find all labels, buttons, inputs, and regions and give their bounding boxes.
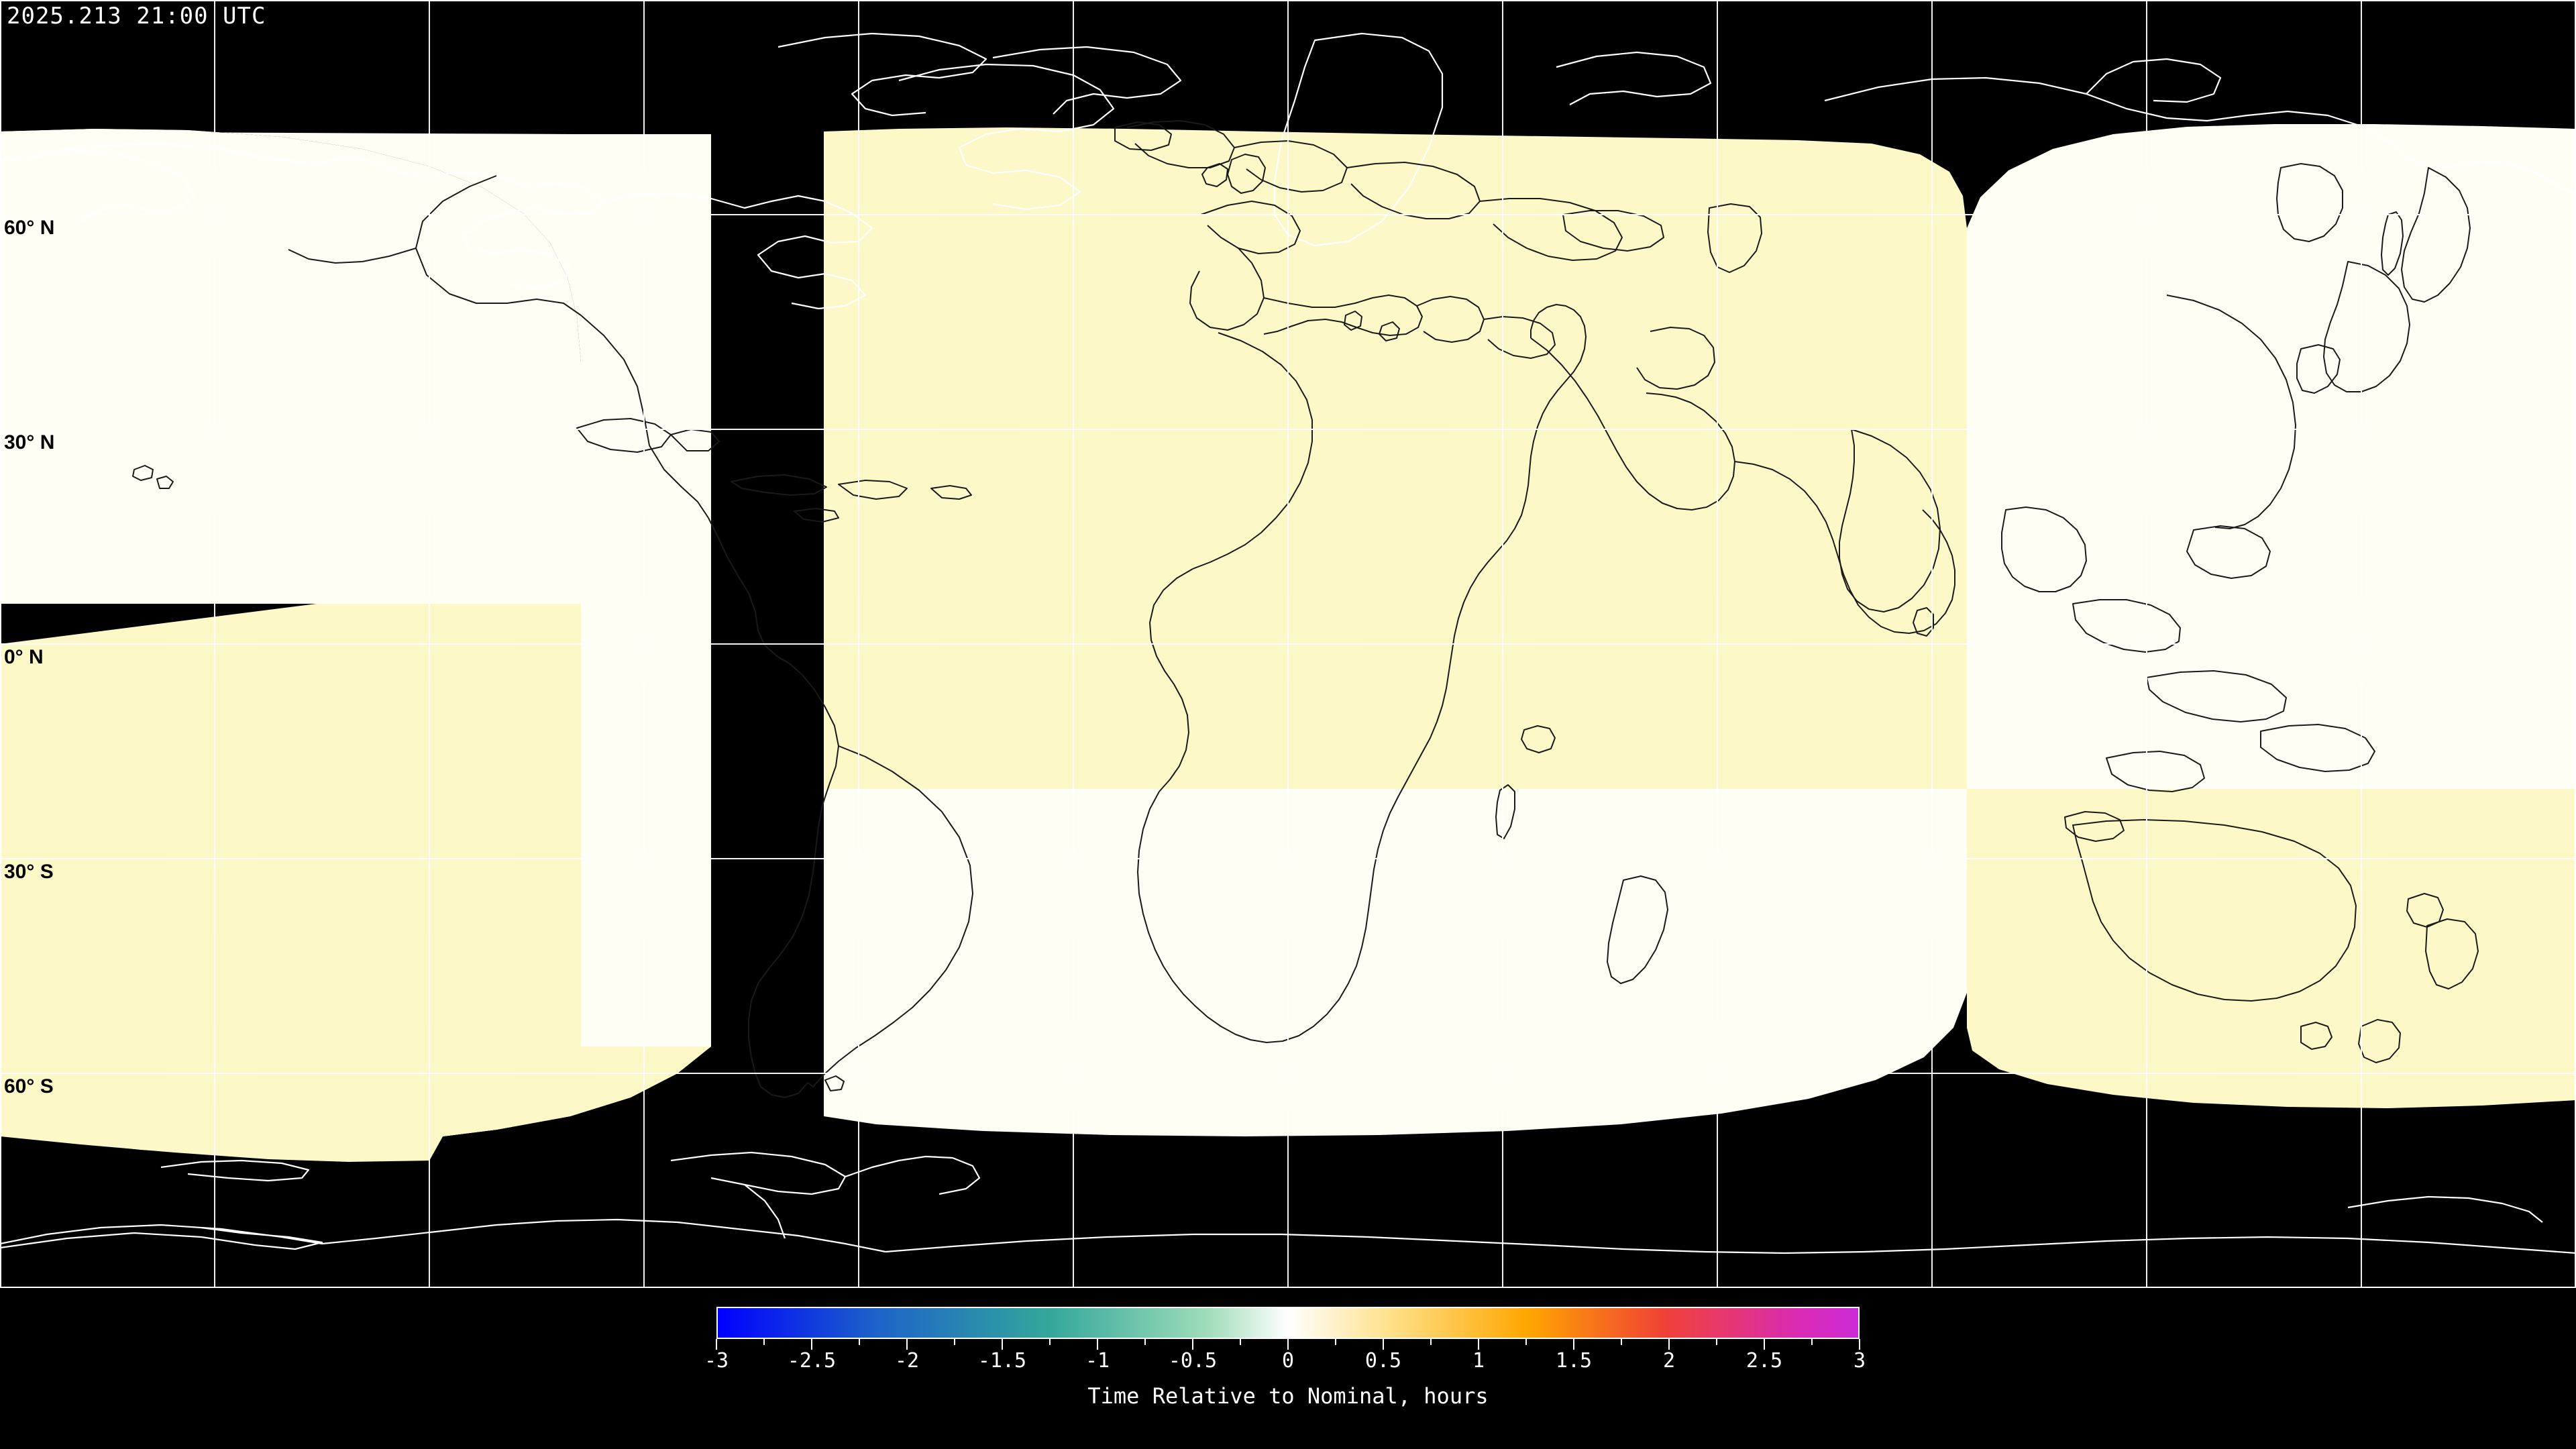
colorbar-tick (1383, 1339, 1384, 1350)
lat-label-0n: 0° N (4, 646, 44, 668)
colorbar-tick (1811, 1339, 1813, 1345)
swath-white-americas (0, 129, 711, 1046)
coastlines-on-dark (0, 32, 2576, 1254)
colorbar-block: -3 -2.5 -2 -1.5 -1 -0.5 0 0.5 1 1.5 2 2.5 3 Time Rel… (0, 1288, 2576, 1449)
colorbar-tick (1049, 1339, 1051, 1345)
colorbar-tick (763, 1339, 765, 1345)
colorbar-tick-label: 1.5 (1555, 1349, 1593, 1373)
colorbar-tick (716, 1339, 717, 1350)
map-panel: 2025.213 21:00 UTC 60° N 30° N 0° N 30° … (0, 0, 2576, 1288)
colorbar-tick-label: -0.5 (1168, 1349, 1218, 1373)
colorbar-tick (1240, 1339, 1241, 1345)
world-coverage-map (0, 0, 2576, 1288)
colorbar-tick (1335, 1339, 1336, 1345)
colorbar-tick (1621, 1339, 1622, 1345)
colorbar-tick-label: 2 (1662, 1349, 1676, 1373)
colorbar-tick-label: -2.5 (787, 1349, 837, 1373)
colorbar-caption: Time Relative to Nominal, hours (1087, 1383, 1489, 1409)
colorbar-gradient (716, 1307, 1860, 1339)
colorbar-tick-label: 1 (1472, 1349, 1485, 1373)
lat-label-30s: 30° S (4, 861, 54, 883)
colorbar-tick (1002, 1339, 1003, 1350)
swath-white-asia (1967, 124, 2576, 789)
lat-label-30n: 30° N (4, 431, 55, 453)
colorbar-tick (1525, 1339, 1527, 1345)
colorbar-tick-label: 3 (1853, 1349, 1866, 1373)
colorbar-tick (1287, 1339, 1289, 1350)
colorbar-tick-label: -3 (704, 1349, 729, 1373)
graticule (0, 0, 2576, 1288)
swath-overlays (0, 643, 678, 1162)
colorbar-tick (1573, 1339, 1574, 1350)
colorbar-tick (1668, 1339, 1670, 1350)
colorbar-tick-label: 2.5 (1746, 1349, 1783, 1373)
colorbar-tick-label: -1 (1085, 1349, 1110, 1373)
colorbar-tick (954, 1339, 955, 1345)
swath-cream-east (824, 127, 1967, 789)
lat-label-60n: 60° N (4, 217, 55, 239)
colorbar-tick (1478, 1339, 1479, 1350)
lat-label-60s: 60° S (4, 1075, 54, 1097)
colorbar-tick (1859, 1339, 1860, 1350)
colorbar-tick (1716, 1339, 1717, 1345)
colorbar-tick (859, 1339, 860, 1345)
swath-cream-east-lower (1967, 789, 2576, 1108)
swath-white-americas-main (0, 129, 581, 604)
colorbar-tick-label: 0 (1281, 1349, 1295, 1373)
colorbar-tick (1430, 1339, 1432, 1345)
colorbar-tick-label: 0.5 (1364, 1349, 1402, 1373)
colorbar-tick-label: -2 (894, 1349, 920, 1373)
timestamp-label: 2025.213 21:00 UTC (7, 3, 266, 30)
map-frame (0, 0, 2576, 1288)
colorbar-tick (1192, 1339, 1193, 1350)
colorbar-tick (906, 1339, 908, 1350)
colorbar-tick (1097, 1339, 1098, 1350)
colorbar-tick (1764, 1339, 1765, 1350)
colorbar-tick-label: -1.5 (977, 1349, 1027, 1373)
colorbar-tick (811, 1339, 812, 1350)
swath-cream-pacific-bottom (0, 643, 678, 1162)
colorbar-tick (1144, 1339, 1146, 1345)
